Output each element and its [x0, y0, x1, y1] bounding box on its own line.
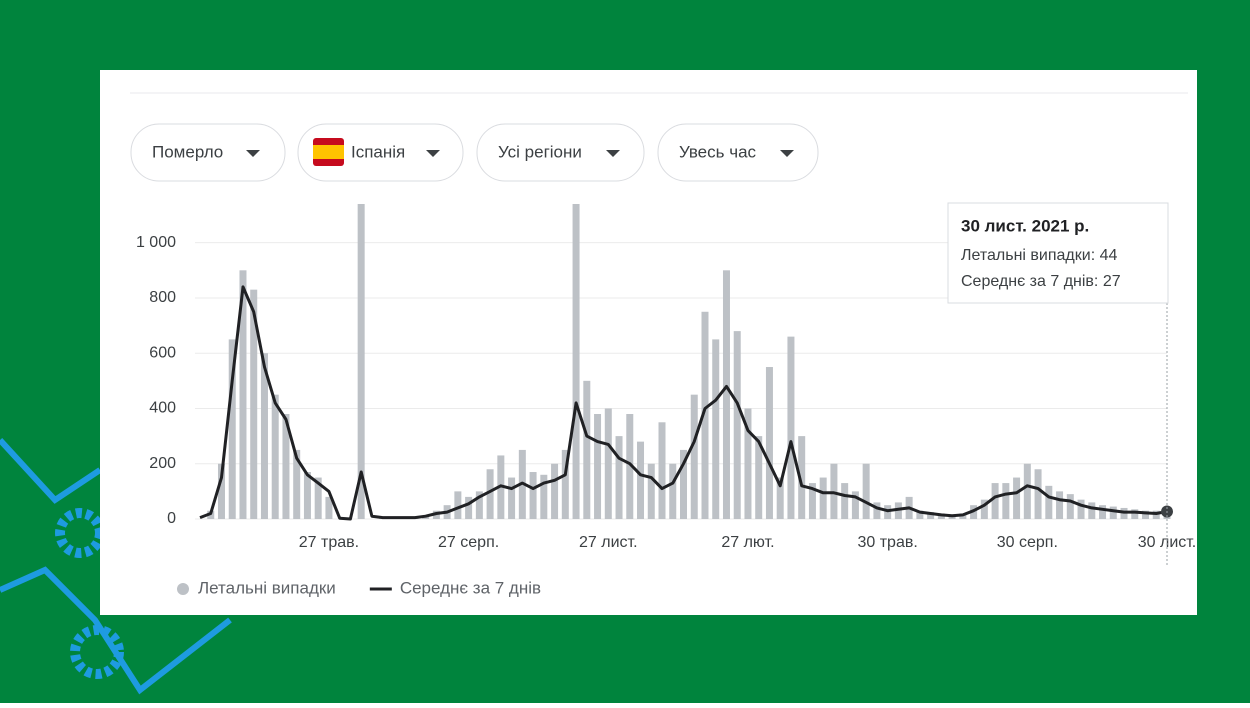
bar: [701, 311, 709, 519]
y-tick-label: 600: [149, 344, 176, 361]
bar: [658, 422, 666, 519]
bar: [626, 414, 634, 519]
bar: [680, 449, 687, 519]
bar: [744, 408, 752, 519]
bar: [303, 472, 311, 519]
bar: [765, 367, 773, 519]
bar: [927, 512, 935, 519]
dropdown-label: Увесь час: [679, 142, 757, 161]
y-tick-label: 800: [149, 289, 176, 306]
legend-symbol: [177, 583, 189, 595]
bar: [647, 463, 655, 519]
y-tick-label: 0: [167, 510, 176, 527]
bar: [594, 414, 602, 519]
bar: [1013, 477, 1021, 519]
bar: [1056, 491, 1064, 519]
bar: [465, 496, 473, 519]
bar: [217, 463, 225, 519]
bar: [841, 483, 849, 519]
bar: [787, 336, 795, 519]
bar: [314, 477, 322, 519]
bar: [1002, 483, 1010, 519]
bar: [1066, 494, 1074, 519]
tooltip: 30 лист. 2021 р. Летальні випадки: 44 Се…: [947, 202, 1169, 304]
bar: [551, 463, 559, 519]
x-tick-label: 27 серп.: [438, 534, 499, 551]
bar: [637, 441, 645, 519]
bar: [615, 436, 623, 519]
bar: [572, 204, 580, 519]
dropdown-label: Іспанія: [351, 142, 405, 161]
region-dropdown[interactable]: Усі регіони: [476, 123, 645, 182]
y-tick-label: 1 000: [136, 234, 176, 251]
x-tick-label: 27 трав.: [299, 534, 359, 551]
tooltip-title: 30 лист. 2021 р.: [961, 216, 1089, 235]
bar: [228, 339, 236, 519]
bar: [669, 463, 677, 519]
bar: [529, 472, 537, 519]
bar: [239, 270, 247, 519]
bar: [916, 510, 924, 519]
tooltip-line: Середнє за 7 днів: 27: [961, 273, 1121, 290]
bar: [1099, 505, 1107, 519]
bar: [808, 483, 816, 519]
bar: [873, 502, 881, 519]
plot: 0 200 400 600 800 1 000 27 трав. 27 серп. 27 лис…: [136, 204, 1196, 597]
metric-dropdown[interactable]: Померло: [130, 123, 286, 182]
tooltip-line: Летальні випадки: 44: [961, 247, 1117, 264]
bar: [250, 289, 258, 519]
bar: [722, 270, 730, 519]
x-tick-label: 27 лист.: [579, 534, 638, 551]
bar: [991, 483, 999, 519]
tooltip-box: [947, 202, 1169, 304]
bar: [798, 436, 806, 519]
line: [199, 285, 1168, 521]
x-tick-label: 30 лист.: [1138, 534, 1197, 551]
bar: [604, 408, 612, 519]
bar: [583, 380, 591, 519]
dropdown-label: Усі регіони: [498, 142, 582, 161]
bar: [325, 496, 333, 519]
country-dropdown[interactable]: Іспанія: [297, 123, 464, 182]
bar: [733, 331, 741, 519]
bar: [851, 491, 859, 519]
bar: [357, 204, 365, 519]
x-tick-label: 30 серп.: [997, 534, 1058, 551]
x-tick-label: 30 трав.: [857, 534, 917, 551]
bar: [1131, 509, 1139, 519]
dropdown-label: Померло: [152, 142, 223, 161]
bar: [260, 353, 268, 519]
bar: [1142, 510, 1150, 519]
bar: [282, 414, 290, 519]
bar: [293, 449, 301, 519]
bar: [1023, 463, 1031, 519]
bar: [980, 499, 988, 519]
bar: [454, 491, 462, 519]
bar: [486, 469, 494, 519]
x-tick-label: 27 лют.: [721, 534, 774, 551]
bar: [508, 477, 516, 519]
bar: [1045, 485, 1053, 519]
bar: [819, 477, 827, 519]
bar: [1088, 502, 1096, 519]
legend-label: Середнє за 7 днів: [400, 578, 541, 597]
bar: [690, 394, 698, 519]
bar: [1077, 499, 1085, 519]
bar: [540, 474, 548, 519]
bar: [776, 477, 784, 519]
bar: [475, 491, 483, 519]
bar: [755, 436, 763, 519]
bar: [271, 394, 279, 519]
bar: [712, 339, 720, 519]
y-tick-label: 200: [149, 455, 176, 472]
y-tick-label: 400: [149, 400, 176, 417]
bar: [1034, 469, 1042, 519]
bar: [561, 449, 569, 519]
bar: [862, 463, 870, 519]
period-dropdown[interactable]: Увесь час: [657, 123, 819, 182]
bar: [1109, 506, 1117, 519]
legend-label: Летальні випадки: [198, 578, 336, 597]
